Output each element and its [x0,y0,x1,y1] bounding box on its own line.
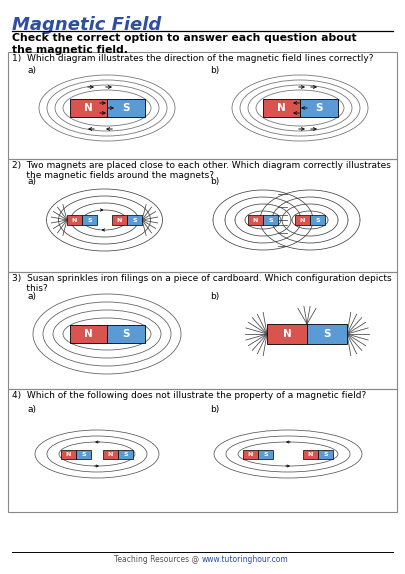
Bar [8,52,397,159]
Bar [307,324,347,344]
Bar [248,215,263,225]
Bar [300,99,337,117]
Bar [318,449,333,459]
Bar [61,449,76,459]
Text: a): a) [28,405,37,414]
Text: S: S [87,218,92,223]
Text: N: N [117,218,122,223]
Bar [107,99,145,117]
Bar [8,272,397,389]
Bar [8,159,397,272]
Text: N: N [84,329,93,339]
Text: S: S [122,329,130,339]
Text: S: S [81,452,86,456]
Bar [8,389,397,512]
Bar [118,449,133,459]
Text: S: S [323,452,328,456]
Text: S: S [323,329,331,339]
Text: S: S [122,103,130,113]
Bar [103,449,118,459]
Text: 3)  Susan sprinkles iron filings on a piece of cardboard. Which configuration de: 3) Susan sprinkles iron filings on a pie… [12,274,392,293]
Text: S: S [268,218,273,223]
Text: N: N [308,452,313,456]
Text: N: N [248,452,253,456]
Bar [107,325,145,343]
Text: Check the correct option to answer each question about
the magnetic field.: Check the correct option to answer each … [12,33,357,55]
Text: Magnetic Field: Magnetic Field [12,16,161,34]
Text: N: N [253,218,258,223]
Text: a): a) [28,177,37,186]
Text: a): a) [28,292,37,301]
Bar [263,215,278,225]
Text: b): b) [210,292,219,301]
Bar [112,215,127,225]
Bar [76,449,91,459]
Text: S: S [263,452,268,456]
Bar [262,99,300,117]
Text: S: S [123,452,128,456]
Bar [267,324,307,344]
Bar [310,215,325,225]
Text: b): b) [210,66,219,75]
Bar [70,99,107,117]
Bar [82,215,97,225]
Text: b): b) [210,405,219,414]
Text: b): b) [210,177,219,186]
Text: N: N [283,329,291,339]
Text: 1)  Which diagram illustrates the direction of the magnetic field lines correctl: 1) Which diagram illustrates the directi… [12,54,373,63]
Text: N: N [108,452,113,456]
Text: 2)  Two magnets are placed close to each other. Which diagram correctly illustra: 2) Two magnets are placed close to each … [12,161,391,180]
Text: N: N [84,103,93,113]
Text: N: N [72,218,77,223]
Text: N: N [277,103,286,113]
Text: S: S [315,103,322,113]
Text: a): a) [28,66,37,75]
Text: S: S [315,218,320,223]
Bar [258,449,273,459]
Bar [243,449,258,459]
Bar [295,215,310,225]
Text: 4)  Which of the following does not illustrate the property of a magnetic field?: 4) Which of the following does not illus… [12,391,366,400]
Bar [70,325,107,343]
Bar [303,449,318,459]
Text: S: S [132,218,137,223]
Text: www.tutoringhour.com: www.tutoringhour.com [202,556,289,564]
Text: N: N [66,452,71,456]
Text: N: N [300,218,305,223]
Text: Teaching Resources @: Teaching Resources @ [115,556,202,564]
Bar [127,215,142,225]
Bar [67,215,82,225]
